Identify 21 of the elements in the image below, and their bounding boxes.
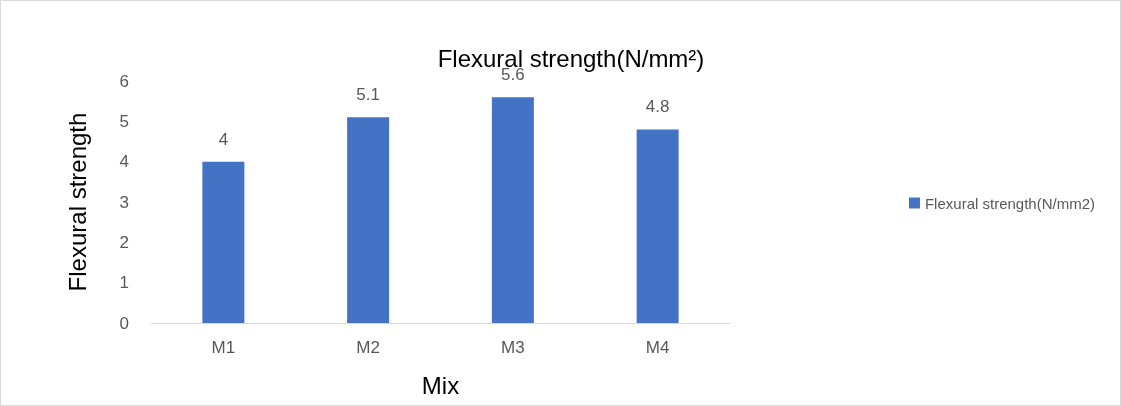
bar <box>636 129 679 323</box>
x-tick-label: M4 <box>645 338 670 357</box>
y-tick-label: 5 <box>119 111 129 131</box>
y-tick-label: 6 <box>119 71 129 91</box>
y-tick-label: 2 <box>119 232 129 252</box>
data-label: 5.1 <box>356 85 380 105</box>
data-label: 4.8 <box>645 97 670 117</box>
y-axis-title: Flexural strength <box>63 112 91 292</box>
bar <box>491 97 534 323</box>
bar <box>202 161 245 323</box>
y-tick-label: 3 <box>119 192 129 212</box>
y-tick-label: 0 <box>119 313 129 333</box>
x-tick-label: M3 <box>501 338 525 357</box>
bar <box>347 117 390 323</box>
y-tick-label: 1 <box>119 273 129 293</box>
x-tick-label: M2 <box>356 338 380 357</box>
x-tick-label: M1 <box>211 338 236 357</box>
x-axis-title: Mix <box>421 371 460 399</box>
data-label: 4 <box>218 129 229 149</box>
y-tick-label: 4 <box>119 152 129 172</box>
legend-label: Flexural strength(N/mm2) <box>924 194 1096 212</box>
